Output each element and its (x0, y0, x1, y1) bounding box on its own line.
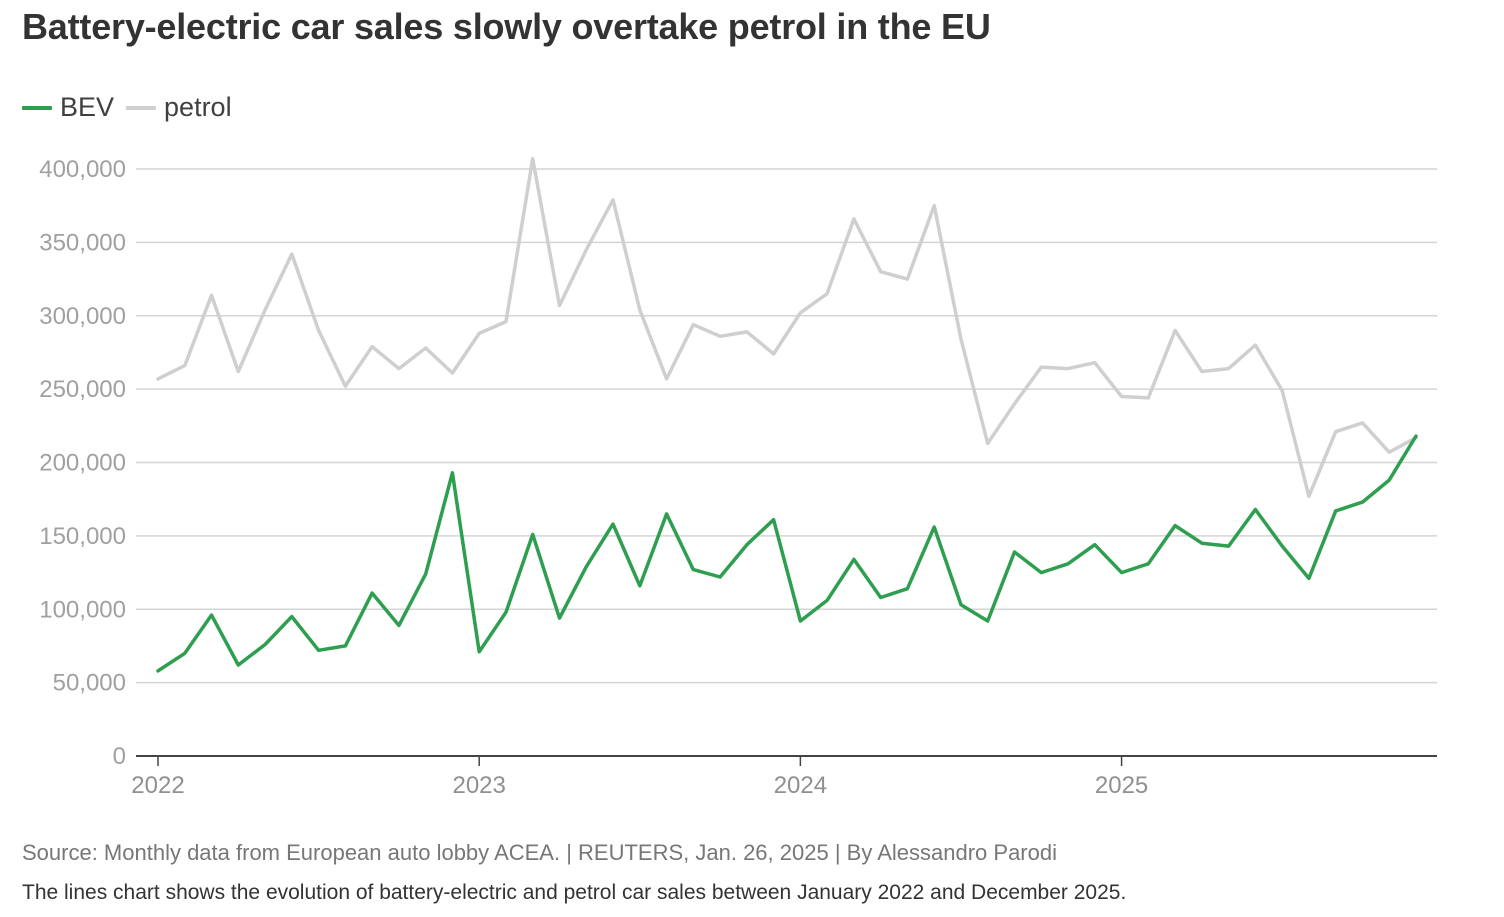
legend-swatch-bev (22, 105, 52, 110)
legend-item-bev: BEV (22, 92, 114, 123)
source-note: Source: Monthly data from European auto … (22, 840, 1057, 865)
x-tick-label: 2023 (452, 772, 505, 799)
y-tick-label: 150,000 (39, 523, 126, 550)
chart-description: The lines chart shows the evolution of b… (22, 881, 1127, 904)
legend-item-petrol: petrol (126, 92, 232, 123)
y-tick-label: 0 (113, 743, 126, 770)
y-tick-label: 200,000 (39, 450, 126, 477)
chart-title: Battery-electric car sales slowly overta… (22, 6, 991, 47)
series-line-petrol (156, 156, 1418, 499)
y-tick-label: 300,000 (39, 303, 126, 330)
x-tick-label: 2024 (774, 772, 827, 799)
legend-label-petrol: petrol (164, 92, 232, 122)
legend-swatch-petrol (126, 105, 157, 110)
y-tick-label: 400,000 (39, 156, 126, 183)
legend-label-bev: BEV (60, 92, 115, 122)
y-tick-label: 100,000 (39, 596, 126, 623)
x-tick-label: 2025 (1095, 772, 1148, 799)
y-tick-label: 50,000 (53, 670, 126, 697)
y-tick-label: 350,000 (39, 229, 126, 256)
x-tick-label: 2022 (131, 772, 184, 799)
series-line-bev (156, 434, 1418, 673)
y-tick-label: 250,000 (39, 376, 126, 403)
chart-legend: BEV petrol (22, 92, 244, 123)
